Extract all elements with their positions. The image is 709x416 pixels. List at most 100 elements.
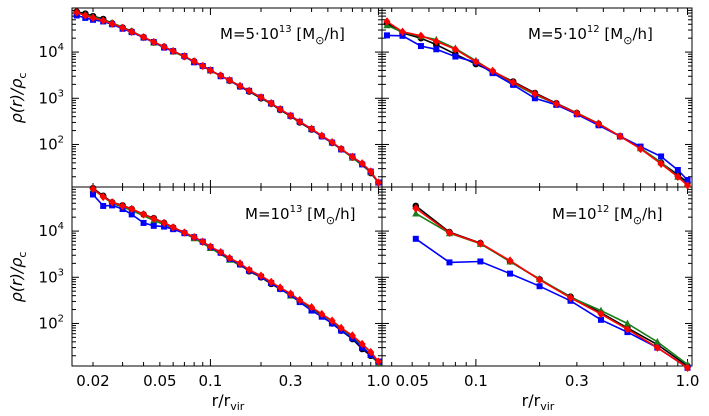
diamond-marker <box>567 293 575 302</box>
diamond-marker <box>217 247 225 257</box>
series-line <box>386 34 689 181</box>
diamond-marker <box>489 66 497 76</box>
diamond-marker <box>190 232 198 242</box>
y-axis-label-bottom: ρ(r)/ρc <box>7 252 29 303</box>
diamond-marker <box>226 76 234 85</box>
diamond-marker <box>399 27 407 36</box>
diamond-marker <box>348 331 356 340</box>
diamond-marker <box>308 302 316 312</box>
diamond-marker <box>119 201 127 211</box>
diamond-marker <box>531 89 539 98</box>
diamond-marker <box>308 124 316 134</box>
y-tick-label: 103 <box>39 88 64 107</box>
diamond-marker <box>337 323 345 333</box>
y-tick-label: 102 <box>39 313 64 332</box>
diamond-marker <box>81 11 89 20</box>
diamond-marker <box>206 242 214 251</box>
diamond-marker <box>89 184 97 194</box>
diamond-marker <box>276 283 284 292</box>
diamond-marker <box>417 31 425 41</box>
diamond-marker <box>206 66 214 75</box>
square-marker <box>383 32 390 39</box>
x-tick-label: 0.05 <box>143 372 176 390</box>
diamond-marker <box>657 159 665 169</box>
diamond-marker <box>140 32 148 42</box>
diamond-marker <box>180 52 188 61</box>
panel-title-top-right: M=5·1012 [M⊙/h] <box>528 24 653 47</box>
diamond-marker <box>257 271 265 280</box>
square-marker <box>658 153 665 160</box>
square-marker <box>417 43 424 50</box>
diamond-marker <box>245 265 253 275</box>
diamond-marker <box>595 119 603 129</box>
diamond-marker <box>99 192 107 202</box>
diamond-marker <box>318 131 326 140</box>
diamond-marker <box>374 178 382 187</box>
diamond-marker <box>287 289 295 298</box>
diamond-marker <box>328 137 336 147</box>
y-axis-label-top: ρ(r)/ρc <box>7 73 29 124</box>
diamond-marker <box>337 144 345 154</box>
diamond-marker <box>348 152 356 162</box>
diamond-marker <box>108 19 116 28</box>
series-line <box>386 22 688 184</box>
series-line <box>415 207 688 369</box>
x-tick-label: 0.3 <box>279 372 303 390</box>
x-axis-label-left: r/rvir <box>212 391 245 413</box>
diamond-marker <box>597 309 605 319</box>
diamond-marker <box>73 8 81 17</box>
square-marker <box>531 95 538 102</box>
series-line <box>386 20 689 186</box>
square-marker <box>140 219 147 226</box>
diamond-marker <box>623 325 631 334</box>
diamond-marker <box>199 237 207 246</box>
diamond-marker <box>199 61 207 71</box>
x-tick-label: 0.1 <box>198 372 222 390</box>
square-marker <box>89 191 96 198</box>
x-tick-label: 1.0 <box>367 372 391 390</box>
diamond-marker <box>432 37 440 46</box>
diamond-marker <box>328 316 336 325</box>
diamond-marker <box>412 204 420 213</box>
diamond-marker <box>445 228 453 237</box>
diamond-marker <box>536 275 544 285</box>
square-marker <box>477 258 484 265</box>
triangle-marker <box>623 319 632 327</box>
diamond-marker <box>128 204 136 214</box>
diamond-marker <box>276 104 284 114</box>
diamond-marker <box>236 81 244 91</box>
diamond-marker <box>150 37 158 47</box>
square-marker <box>536 283 543 290</box>
square-marker <box>446 259 453 266</box>
x-tick-label: 0.1 <box>464 372 488 390</box>
diamond-marker <box>99 16 107 25</box>
panel-title-bottom-right: M=1012 [M⊙/h] <box>552 204 663 227</box>
square-marker <box>150 222 157 229</box>
diamond-marker <box>451 45 459 54</box>
square-marker <box>452 53 459 60</box>
diamond-marker <box>684 181 692 190</box>
x-tick-label: 0.02 <box>76 372 109 390</box>
diamond-marker <box>573 109 581 118</box>
diamond-marker <box>108 198 116 207</box>
diamond-marker <box>637 144 645 154</box>
diamond-marker <box>318 309 326 319</box>
diamond-marker <box>150 214 158 223</box>
x-tick-label: 0.05 <box>395 372 428 390</box>
y-tick-label: 102 <box>39 134 64 153</box>
square-marker <box>507 270 514 277</box>
diamond-marker <box>119 23 127 33</box>
diamond-marker <box>509 78 517 87</box>
series-line <box>415 238 688 369</box>
diamond-marker <box>358 159 366 168</box>
square-marker <box>597 316 604 323</box>
x-axis-label-right: r/rvir <box>522 391 555 413</box>
diamond-marker <box>367 347 375 357</box>
diamond-marker <box>506 256 514 265</box>
x-tick-label: 0.3 <box>565 372 589 390</box>
square-marker <box>684 177 691 184</box>
x-tick-label: 1.0 <box>676 372 700 390</box>
triangle-marker <box>412 209 420 217</box>
